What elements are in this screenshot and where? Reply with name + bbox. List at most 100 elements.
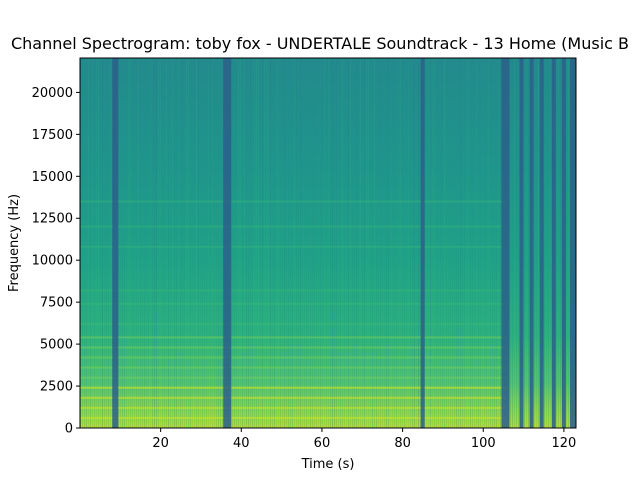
quiet-band <box>501 58 510 428</box>
texture-streak <box>106 58 107 428</box>
x-tick-label: 80 <box>394 436 411 451</box>
texture-streak <box>512 58 513 428</box>
texture-streak <box>412 58 413 428</box>
texture-streak <box>450 58 451 428</box>
texture-streak <box>200 58 201 428</box>
texture-streak <box>498 58 499 428</box>
texture-streak <box>310 58 311 428</box>
texture-streak <box>300 58 301 428</box>
texture-streak <box>430 58 431 428</box>
texture-streak <box>384 58 385 428</box>
texture-streak <box>160 58 161 428</box>
texture-streak <box>470 58 471 428</box>
texture-streak <box>338 58 339 428</box>
y-axis: 0 2500 5000 7500 10000 12500 15000 17500 20000 <box>32 86 80 437</box>
y-tick-label: 0 <box>65 422 73 437</box>
texture-streak <box>186 58 187 428</box>
texture-streak <box>468 58 469 428</box>
chart-title: Channel Spectrogram: toby fox - UNDERTAL… <box>11 34 629 53</box>
texture-streak <box>482 58 483 428</box>
texture-streak <box>370 58 371 428</box>
texture-streak <box>326 58 327 428</box>
texture-streak <box>394 58 395 428</box>
texture-streak <box>108 58 109 428</box>
texture-streak <box>144 58 145 428</box>
texture-streak <box>372 58 373 428</box>
texture-streak <box>274 58 275 428</box>
texture-streak <box>398 58 399 428</box>
harmonic-band <box>80 323 507 325</box>
texture-streak <box>194 58 195 428</box>
texture-streak <box>248 58 249 428</box>
texture-streak <box>258 58 259 428</box>
texture-streak <box>148 58 149 428</box>
harmonic-band <box>80 245 507 248</box>
texture-streak <box>472 58 473 428</box>
texture-streak <box>210 58 211 428</box>
texture-streak <box>528 58 529 428</box>
texture-streak <box>358 58 359 428</box>
texture-streak <box>426 58 427 428</box>
texture-streak <box>298 58 299 428</box>
x-tick-label: 40 <box>233 436 250 451</box>
texture-streak <box>142 58 143 428</box>
texture-streak <box>328 58 329 428</box>
texture-streak <box>246 58 247 428</box>
texture-streak <box>360 58 361 428</box>
texture-streak <box>128 58 129 428</box>
texture-streak <box>400 58 401 428</box>
quiet-band <box>561 58 566 428</box>
texture-streak <box>262 58 263 428</box>
texture-streak <box>284 58 285 428</box>
texture-streak <box>158 58 159 428</box>
texture-streak <box>538 58 539 428</box>
texture-streak <box>180 58 181 428</box>
texture-streak <box>174 58 175 428</box>
texture-streak <box>290 58 291 428</box>
texture-streak <box>218 58 219 428</box>
texture-streak <box>350 58 351 428</box>
texture-streak <box>184 58 185 428</box>
texture-streak <box>264 58 265 428</box>
texture-streak <box>340 58 341 428</box>
texture-streak <box>98 58 99 428</box>
texture-streak <box>84 58 85 428</box>
texture-streak <box>476 58 477 428</box>
x-axis-label: Time (s) <box>301 457 355 472</box>
texture-streak <box>480 58 481 428</box>
texture-streak <box>440 58 441 428</box>
quiet-band <box>223 58 232 428</box>
texture-streak <box>122 58 123 428</box>
texture-streak <box>484 58 485 428</box>
harmonic-band <box>80 416 507 419</box>
texture-streak <box>244 58 245 428</box>
texture-streak <box>488 58 489 428</box>
texture-streak <box>296 58 297 428</box>
texture-streak <box>222 58 223 428</box>
texture-streak <box>364 58 365 428</box>
texture-streak <box>266 58 267 428</box>
texture-streak <box>208 58 209 428</box>
quiet-band <box>112 58 119 428</box>
texture-streak <box>434 58 435 428</box>
texture-streak <box>396 58 397 428</box>
spectrogram-background <box>80 58 576 428</box>
texture-streak <box>168 58 169 428</box>
texture-streak <box>120 58 121 428</box>
harmonic-band <box>80 376 507 379</box>
texture-streak <box>196 58 197 428</box>
texture-streak <box>314 58 315 428</box>
harmonic-band <box>80 366 507 369</box>
harmonic-band <box>80 386 507 389</box>
texture-streak <box>544 58 545 428</box>
texture-streak <box>500 58 501 428</box>
y-tick-label: 7500 <box>40 296 73 311</box>
quiet-band <box>519 58 524 428</box>
texture-streak <box>390 58 391 428</box>
texture-streak <box>154 58 155 428</box>
texture-streak <box>212 58 213 428</box>
texture-streak <box>534 58 535 428</box>
texture-streak <box>132 58 133 428</box>
spectrogram-plot-area <box>80 58 576 428</box>
